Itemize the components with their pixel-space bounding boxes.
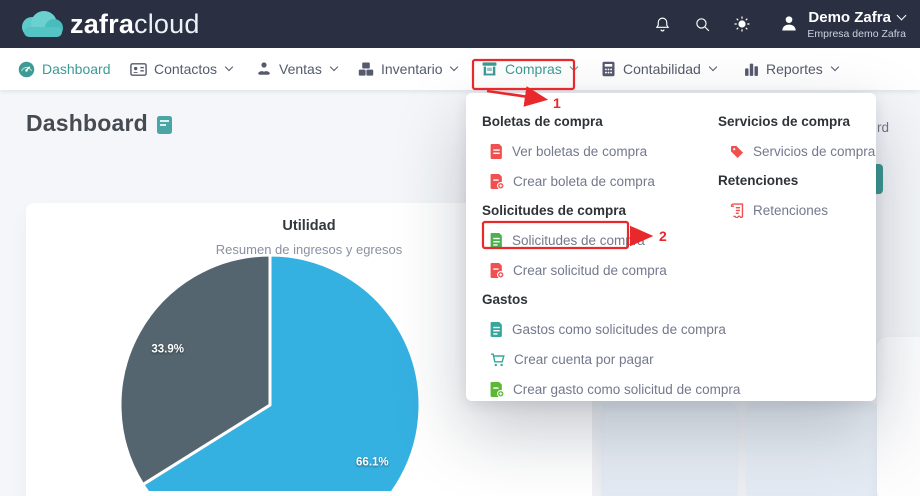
- bar-chart-icon: [745, 63, 758, 76]
- menu-item-label: Crear boleta de compra: [513, 174, 655, 189]
- nav-item-dashboard[interactable]: Dashboard: [18, 48, 111, 90]
- receipt-icon: [490, 144, 502, 159]
- user-icon: [779, 13, 799, 38]
- user-company: Empresa demo Zafra: [807, 27, 906, 40]
- cloud-logo-icon: [20, 9, 64, 39]
- nav-item-reportes[interactable]: Reportes: [744, 48, 840, 90]
- retention-icon: [730, 203, 744, 218]
- page-title: Dashboard: [26, 110, 148, 136]
- main-nav: Dashboard Contactos Ventas Inventario Co…: [0, 48, 920, 90]
- chevron-down-icon: [329, 62, 339, 72]
- user-name: Demo Zafra: [808, 8, 891, 26]
- nav-label: Contactos: [154, 61, 218, 77]
- menu-item-ver-boletas[interactable]: Ver boletas de compra: [466, 136, 706, 166]
- breadcrumb-fragment: rd: [877, 120, 890, 135]
- menu-item-servicios-de-compra[interactable]: Servicios de compra: [706, 136, 876, 166]
- cart-icon: [491, 353, 505, 366]
- nav-item-compras[interactable]: Compras: [481, 48, 579, 90]
- chevron-down-icon: [569, 62, 579, 72]
- menu-item-label: Solicitudes de compra: [512, 233, 645, 248]
- brand-name: zafracloud: [70, 9, 200, 40]
- menu-item-label: Retenciones: [753, 203, 829, 218]
- chevron-down-icon: [708, 62, 718, 72]
- bell-icon[interactable]: [653, 15, 671, 33]
- menu-item-label: Servicios de compra: [753, 144, 876, 159]
- menu-section-heading: Retenciones: [718, 173, 799, 188]
- menu-item-solicitudes-de-compra[interactable]: Solicitudes de compra: [466, 225, 706, 255]
- compras-dropdown-menu: Boletas de compra Ver boletas de compra …: [466, 93, 876, 401]
- menu-section-heading: Gastos: [482, 292, 528, 307]
- background-card: [601, 402, 738, 496]
- nav-label: Compras: [505, 61, 562, 77]
- request-doc-icon: [490, 233, 502, 248]
- svg-text:66.1%: 66.1%: [356, 457, 389, 469]
- tag-icon: [731, 145, 743, 158]
- expense-create-icon: [490, 382, 504, 397]
- request-create-icon: [490, 263, 504, 278]
- nav-label: Inventario: [381, 61, 443, 77]
- app-header: zafracloud Demo Zafra Empresa demo Zafra: [0, 0, 920, 48]
- search-icon[interactable]: [693, 15, 711, 33]
- background-card: [877, 337, 920, 496]
- chevron-down-icon: [450, 62, 459, 72]
- contacts-icon: [130, 62, 147, 76]
- store-icon: [482, 62, 497, 76]
- menu-item-gastos-como-solicitudes[interactable]: Gastos como solicitudes de compra: [466, 314, 726, 344]
- menu-item-crear-boleta[interactable]: Crear boleta de compra: [466, 166, 706, 196]
- brand-name-light: cloud: [134, 8, 200, 39]
- menu-item-crear-cuenta-por-pagar[interactable]: Crear cuenta por pagar: [466, 344, 706, 374]
- menu-item-label: Gastos como solicitudes de compra: [512, 322, 726, 337]
- expense-doc-icon: [490, 322, 502, 337]
- chevron-down-icon: [224, 62, 234, 72]
- svg-text:33.9%: 33.9%: [151, 343, 184, 355]
- gauge-icon: [18, 61, 35, 77]
- receipt-create-icon: [490, 174, 504, 189]
- user-menu[interactable]: Demo Zafra Empresa demo Zafra: [779, 8, 907, 40]
- menu-section-heading: Boletas de compra: [482, 114, 603, 129]
- menu-item-label: Crear solicitud de compra: [513, 263, 667, 278]
- menu-item-crear-gasto-como-solicitud[interactable]: Crear gasto como solicitud de compra: [466, 374, 740, 404]
- nav-label: Dashboard: [42, 61, 111, 77]
- background-card: [746, 402, 879, 496]
- menu-item-label: Crear cuenta por pagar: [514, 352, 654, 367]
- chevron-down-icon: [896, 10, 907, 21]
- nav-label: Ventas: [279, 61, 322, 77]
- nav-item-contabilidad[interactable]: Contabilidad: [601, 48, 718, 90]
- notebook-icon: [156, 116, 172, 134]
- sales-icon: [258, 62, 270, 75]
- menu-section-heading: Solicitudes de compra: [482, 203, 627, 218]
- chart-title: Utilidad: [282, 218, 336, 234]
- brightness-icon[interactable]: [733, 15, 751, 33]
- menu-item-retenciones[interactable]: Retenciones: [706, 195, 876, 225]
- calculator-icon: [602, 61, 615, 77]
- nav-label: Contabilidad: [623, 61, 701, 77]
- menu-item-crear-solicitud[interactable]: Crear solicitud de compra: [466, 255, 706, 285]
- nav-item-ventas[interactable]: Ventas: [256, 48, 339, 90]
- inventory-icon: [358, 62, 374, 76]
- chevron-down-icon: [830, 62, 840, 72]
- menu-section-heading: Servicios de compra: [718, 114, 851, 129]
- menu-item-label: Ver boletas de compra: [512, 144, 648, 159]
- brand-name-bold: zafra: [70, 8, 135, 39]
- nav-item-inventario[interactable]: Inventario: [358, 48, 459, 90]
- pie-chart: 66.1% 33.9%: [120, 255, 420, 491]
- chart-subtitle: Resumen de ingresos y egresos: [215, 242, 403, 257]
- nav-item-contactos[interactable]: Contactos: [130, 48, 234, 90]
- menu-item-label: Crear gasto como solicitud de compra: [513, 382, 741, 397]
- brand-logo[interactable]: zafracloud: [20, 9, 200, 40]
- nav-label: Reportes: [766, 61, 823, 77]
